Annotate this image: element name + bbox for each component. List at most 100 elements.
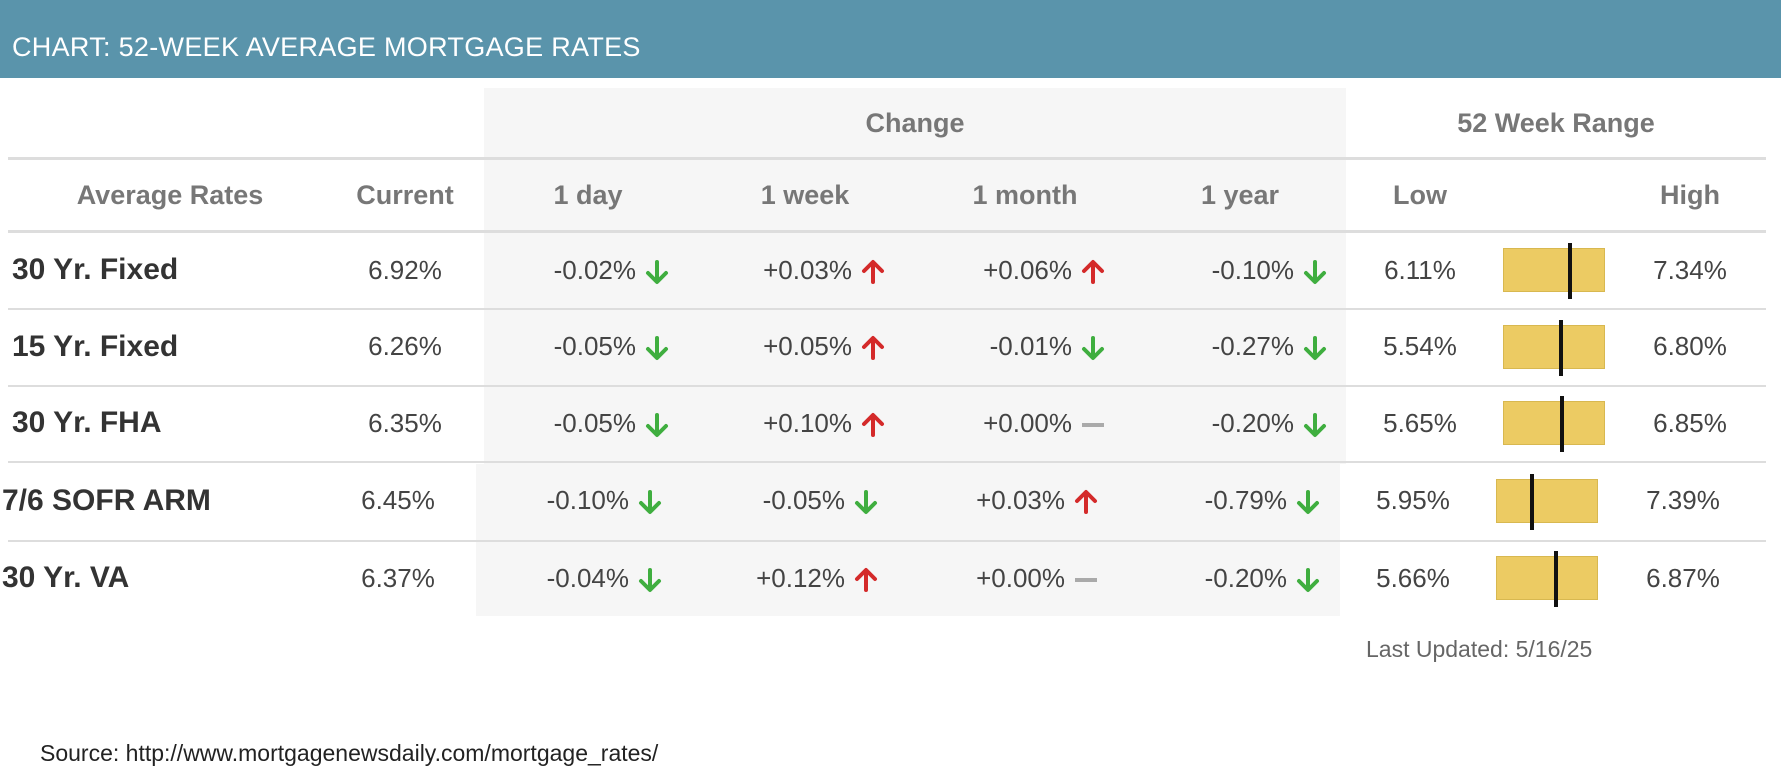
change-value: +0.10% <box>763 408 852 438</box>
change-cell: -0.27% <box>1130 308 1330 385</box>
change-cell: +0.00% <box>901 540 1101 616</box>
group-header-change: Change <box>865 108 965 138</box>
change-cell: +0.03% <box>901 461 1101 540</box>
arrow-down-icon <box>1300 335 1330 361</box>
row-divider <box>8 461 1766 463</box>
arrow-down-icon <box>1300 412 1330 438</box>
divider-top <box>8 157 1766 160</box>
arrow-up-icon <box>851 567 881 593</box>
change-cell: -0.04% <box>465 540 665 616</box>
range-low: 5.95% <box>1376 485 1450 515</box>
change-cell: -0.01% <box>908 308 1108 385</box>
col-header-high: High <box>1660 180 1720 210</box>
col-header-low: Low <box>1393 180 1447 210</box>
range-current-marker <box>1553 551 1558 607</box>
range-bar <box>1503 396 1605 452</box>
change-value: -0.05% <box>762 485 845 515</box>
arrow-down-icon <box>642 259 672 285</box>
current-rate: 6.35% <box>368 408 442 438</box>
change-cell: +0.03% <box>688 232 888 308</box>
range-bar <box>1496 473 1598 530</box>
row-divider <box>8 540 1766 542</box>
arrow-up-icon <box>858 259 888 285</box>
arrow-down-icon <box>1300 259 1330 285</box>
range-bar <box>1496 551 1598 607</box>
arrow-up-icon <box>1071 489 1101 515</box>
divider-header <box>8 230 1766 233</box>
change-value: +0.03% <box>976 485 1065 515</box>
arrow-down-icon <box>635 489 665 515</box>
range-high: 7.39% <box>1646 485 1720 515</box>
row-label: 30 Yr. VA <box>2 561 130 594</box>
change-cell: -0.02% <box>472 232 672 308</box>
range-low: 5.66% <box>1376 563 1450 593</box>
range-current-marker <box>1560 396 1565 452</box>
arrow-up-icon <box>1078 259 1108 285</box>
change-cell: -0.05% <box>472 385 672 461</box>
row-divider <box>8 385 1766 387</box>
row-label: 30 Yr. FHA <box>12 406 162 439</box>
change-value: +0.00% <box>983 408 1072 438</box>
arrow-down-icon <box>1293 489 1323 515</box>
change-cell: +0.06% <box>908 232 1108 308</box>
range-current-marker <box>1529 473 1534 530</box>
change-cell: +0.00% <box>908 385 1108 461</box>
col-header-current: Current <box>356 180 454 210</box>
change-value: -0.20% <box>1204 563 1287 593</box>
row-divider <box>8 308 1766 310</box>
change-value: -0.27% <box>1211 331 1294 361</box>
last-updated-text: Last Updated: 5/16/25 <box>1366 636 1593 662</box>
change-value: +0.00% <box>976 563 1065 593</box>
arrow-down-icon <box>851 489 881 515</box>
arrow-down-icon <box>642 335 672 361</box>
range-current-marker <box>1567 243 1572 299</box>
current-rate: 6.37% <box>361 563 435 593</box>
change-value: -0.10% <box>1211 255 1294 285</box>
current-rate: 6.45% <box>361 485 435 515</box>
range-high: 6.87% <box>1646 563 1720 593</box>
arrow-up-icon <box>858 335 888 361</box>
change-cell: -0.10% <box>1130 232 1330 308</box>
change-value: +0.12% <box>756 563 845 593</box>
col-header-average-rates: Average Rates <box>76 180 264 210</box>
arrow-down-icon <box>1078 335 1108 361</box>
range-current-marker <box>1559 319 1564 376</box>
change-cell: -0.10% <box>465 461 665 540</box>
change-value: +0.05% <box>763 331 852 361</box>
range-bar <box>1503 243 1605 299</box>
change-cell: -0.05% <box>681 461 881 540</box>
chart-title-banner: CHART: 52-WEEK AVERAGE MORTGAGE RATES <box>0 0 1781 78</box>
current-rate: 6.26% <box>368 331 442 361</box>
change-cell: +0.12% <box>681 540 881 616</box>
change-value: -0.02% <box>553 255 636 285</box>
change-cell: -0.20% <box>1130 385 1330 461</box>
row-label: 15 Yr. Fixed <box>12 330 179 363</box>
current-rate: 6.92% <box>368 255 442 285</box>
arrow-down-icon <box>635 567 665 593</box>
change-value: -0.79% <box>1204 485 1287 515</box>
range-low: 5.54% <box>1383 331 1457 361</box>
arrow-up-icon <box>858 412 888 438</box>
range-high: 7.34% <box>1653 255 1727 285</box>
change-value: -0.05% <box>553 331 636 361</box>
group-header-52-week-range: 52 Week Range <box>1457 108 1655 138</box>
dash-icon <box>1078 412 1108 438</box>
change-cell: -0.05% <box>472 308 672 385</box>
change-cell: +0.05% <box>688 308 888 385</box>
change-cell: -0.79% <box>1123 461 1323 540</box>
range-low: 6.11% <box>1384 255 1456 285</box>
col-header-1-month: 1 month <box>972 180 1078 210</box>
range-bar <box>1503 319 1605 376</box>
col-header-1-year: 1 year <box>1200 180 1280 210</box>
range-high: 6.80% <box>1653 331 1727 361</box>
change-value: -0.04% <box>546 563 629 593</box>
col-header-1-day: 1 day <box>553 180 623 210</box>
change-column-shade-top <box>484 88 1346 464</box>
range-high: 6.85% <box>1653 408 1727 438</box>
change-value: -0.01% <box>989 331 1072 361</box>
change-value: -0.10% <box>546 485 629 515</box>
change-value: -0.20% <box>1211 408 1294 438</box>
range-low: 5.65% <box>1383 408 1457 438</box>
change-value: +0.03% <box>763 255 852 285</box>
